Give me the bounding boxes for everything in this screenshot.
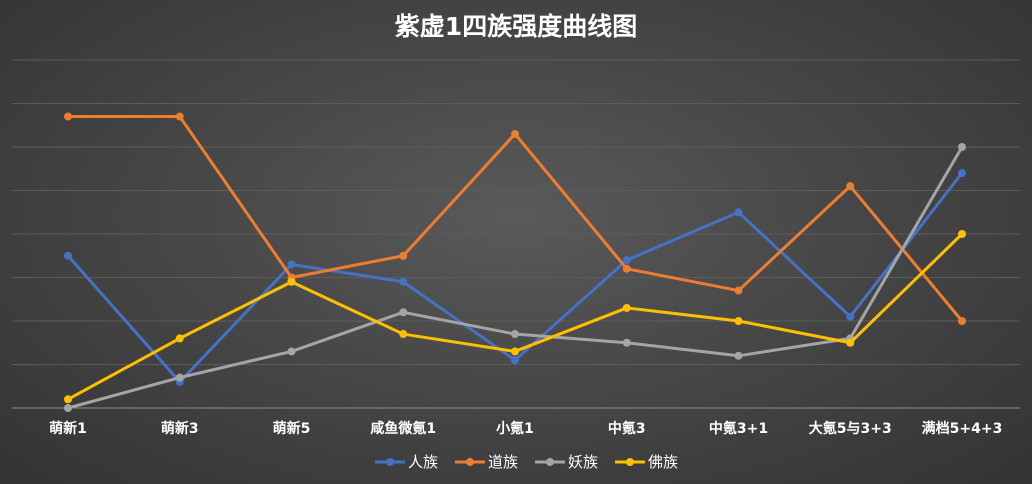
data-point (64, 404, 72, 412)
data-point (511, 356, 519, 365)
data-point (511, 129, 519, 138)
data-point (175, 373, 184, 382)
gridlines (12, 59, 1020, 409)
series-3 (64, 143, 966, 412)
legend-label: 妖族 (568, 453, 598, 471)
data-point (511, 330, 519, 339)
data-point (958, 169, 966, 178)
legend-swatch-marker (546, 458, 554, 466)
data-point (399, 277, 408, 286)
data-point (846, 338, 855, 347)
legend-item: 道族 (455, 453, 518, 471)
legend-label: 道族 (488, 453, 518, 471)
legend-item: 妖族 (535, 453, 598, 471)
legend: 人族 道族 妖族 佛族 (375, 453, 678, 471)
x-tick-label: 大氪5与3+3 (809, 420, 892, 437)
x-tick-label: 萌新3 (161, 420, 199, 437)
data-point (287, 277, 296, 286)
x-tick-label: 小氪1 (496, 420, 534, 437)
series-4 (64, 230, 966, 404)
data-point (175, 112, 184, 121)
data-point (64, 395, 72, 404)
data-point (622, 256, 631, 265)
legend-swatch-marker (386, 458, 394, 466)
legend-label: 人族 (408, 453, 438, 471)
x-tick-label: 咸鱼微氪1 (370, 420, 436, 437)
data-point (399, 308, 408, 317)
legend-item: 人族 (375, 453, 438, 471)
series-line (66, 232, 964, 401)
data-point (622, 264, 631, 273)
legend-label: 佛族 (648, 453, 678, 471)
data-point (287, 347, 296, 356)
series-group (64, 112, 966, 412)
x-tick-label: 萌新5 (273, 420, 311, 437)
data-point (958, 230, 966, 238)
x-axis: 萌新1 萌新3 萌新5 咸鱼微氪1 小氪1 中氪3 中氪3+1 大氪5与3+3 满档5+4+3 (49, 420, 1002, 437)
legend-swatch-marker (466, 458, 474, 466)
data-point (175, 334, 184, 343)
data-point (399, 330, 408, 339)
chart-title: 紫虚1四族强度曲线图 (395, 12, 637, 41)
data-point (399, 251, 408, 260)
data-point (622, 303, 631, 312)
legend-swatch-marker (626, 458, 634, 466)
data-point (734, 317, 743, 325)
data-point (846, 312, 855, 321)
data-point (958, 317, 966, 325)
data-point (64, 112, 72, 121)
data-point (64, 251, 72, 260)
data-point (287, 260, 296, 269)
data-point (846, 182, 855, 191)
data-point (734, 208, 743, 217)
data-point (622, 338, 631, 347)
data-point (958, 143, 966, 151)
data-point (734, 286, 743, 295)
x-tick-label: 萌新1 (49, 420, 87, 437)
data-point (511, 347, 519, 356)
x-tick-label: 中氪3+1 (709, 420, 768, 437)
data-point (734, 351, 743, 360)
series-2 (64, 112, 966, 325)
legend-item: 佛族 (615, 453, 678, 471)
x-tick-label: 满档5+4+3 (922, 420, 1003, 437)
x-tick-label: 中氪3 (608, 420, 646, 437)
